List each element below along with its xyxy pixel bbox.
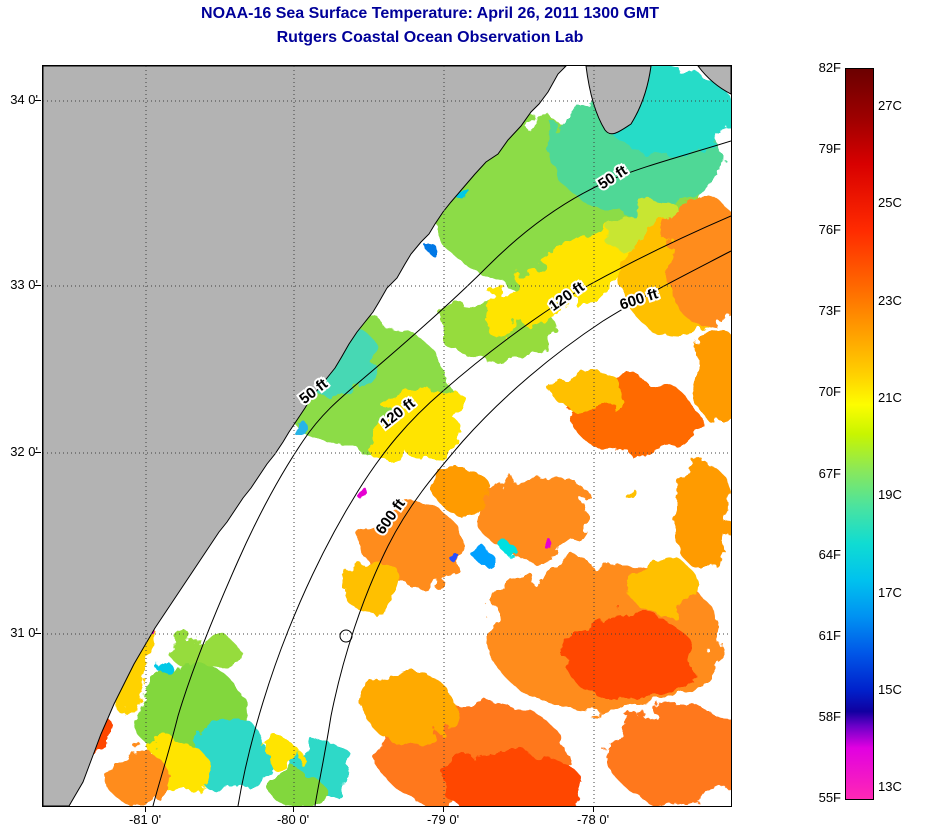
contour-600ft — [314, 250, 731, 806]
map-plot: 50 ft 120 ft 600 ft 50 ft 120 ft 600 ft — [42, 65, 732, 807]
contour-50ft — [152, 140, 731, 806]
colorbar-label-58f: 58F — [818, 709, 841, 724]
colorbar-label-13c: 13C — [878, 779, 902, 794]
title-line2: Rutgers Coastal Ocean Observation Lab — [276, 29, 584, 46]
colorbar-label-61f: 61F — [818, 628, 841, 643]
colorbar-label-17c: 17C — [878, 585, 902, 600]
axis-tick — [35, 285, 41, 286]
y-tick-31: 31 0' — [10, 625, 38, 640]
colorbar-label-55f: 55F — [818, 790, 841, 805]
axis-tick — [443, 806, 444, 812]
temperature-colorbar — [845, 68, 874, 800]
y-tick-33: 33 0' — [10, 277, 38, 292]
axis-tick — [35, 452, 41, 453]
colorbar-label-21c: 21C — [878, 390, 902, 405]
x-tick-80: -80 0' — [276, 812, 310, 827]
colorbar-label-73f: 73F — [818, 303, 841, 318]
colorbar-label-82f: 82F — [818, 60, 841, 75]
axis-tick — [293, 806, 294, 812]
y-tick-32: 32 0' — [10, 444, 38, 459]
coastline-upper-right — [585, 66, 652, 135]
y-tick-34: 34 0' — [10, 92, 38, 107]
x-tick-78: -78 0' — [576, 812, 610, 827]
colorbar-label-79f: 79F — [818, 141, 841, 156]
title-line1: NOAA-16 Sea Surface Temperature: April 2… — [201, 5, 659, 22]
colorbar-label-25c: 25C — [878, 195, 902, 210]
depth-contours — [152, 140, 731, 806]
grid-lines — [43, 66, 731, 806]
colorbar-label-76f: 76F — [818, 222, 841, 237]
colorbar-label-70f: 70F — [818, 384, 841, 399]
contour-120ft — [237, 215, 731, 806]
contour-eddy — [339, 629, 353, 643]
x-tick-81: -81 0' — [128, 812, 162, 827]
land-mass — [43, 66, 731, 806]
axis-tick — [593, 806, 594, 812]
colorbar-label-67f: 67F — [818, 466, 841, 481]
colorbar-label-19c: 19C — [878, 487, 902, 502]
colorbar-label-15c: 15C — [878, 682, 902, 697]
coastline-corner — [697, 66, 731, 95]
axis-tick — [35, 633, 41, 634]
sst-map-canvas: 50 ft 120 ft 600 ft 50 ft 120 ft 600 ft — [43, 66, 731, 806]
colorbar-label-23c: 23C — [878, 293, 902, 308]
coastline-mainland — [43, 66, 567, 806]
colorbar-label-27c: 27C — [878, 98, 902, 113]
page-title: NOAA-16 Sea Surface Temperature: April 2… — [0, 2, 860, 50]
axis-tick — [35, 100, 41, 101]
colorbar-label-64f: 64F — [818, 547, 841, 562]
axis-tick — [145, 806, 146, 812]
x-tick-79: -79 0' — [426, 812, 460, 827]
